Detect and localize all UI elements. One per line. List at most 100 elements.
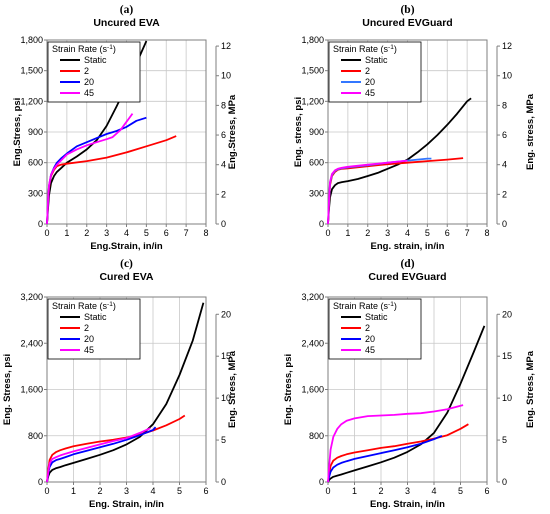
- y-tick-label: 1,600: [20, 385, 43, 395]
- x-tick-label: 3: [405, 486, 410, 496]
- legend-title-text: Strain Rate (s: [333, 44, 389, 54]
- legend-label: Static: [365, 55, 388, 65]
- y-tick-label: 800: [309, 431, 324, 441]
- legend-label: 20: [84, 334, 94, 344]
- y2-tick-label: 0: [502, 219, 507, 229]
- x-tick-label: 4: [150, 486, 155, 496]
- legend-label: 45: [84, 88, 94, 98]
- y-axis-label: Eng. Stress, psi: [283, 354, 294, 425]
- x-tick-label: 2: [365, 228, 370, 238]
- y2-axis-label: Eng.Stress, MPa: [227, 94, 238, 169]
- x-tick-label: 6: [484, 486, 489, 496]
- series-line-2: [327, 423, 469, 483]
- y-tick-label: 1,800: [20, 35, 43, 45]
- y2-tick-label: 0: [221, 477, 226, 487]
- x-tick-label: 1: [71, 486, 76, 496]
- legend-title-text: Strain Rate (s: [333, 301, 389, 311]
- legend-title-end: ): [113, 44, 116, 54]
- legend-title: Strain Rate (s-1): [52, 301, 116, 311]
- x-tick-label: 7: [184, 228, 189, 238]
- series-line-20: [327, 434, 443, 483]
- y-axis-label: Eng. Stress, psi: [2, 354, 13, 425]
- y2-tick-label: 10: [221, 393, 231, 403]
- y2-tick-label: 15: [221, 351, 231, 361]
- legend-title-sup: -1: [107, 301, 113, 308]
- series-line-20: [46, 426, 157, 483]
- x-tick-label: 4: [124, 228, 129, 238]
- legend-title-end: ): [394, 44, 397, 54]
- chart-title: Uncured EVGuard: [362, 17, 452, 29]
- y-tick-label: 900: [309, 127, 324, 137]
- legend-label: Static: [84, 55, 107, 65]
- y2-axis-label: Eng. Stress, MPa: [227, 350, 238, 428]
- series-line-45: [46, 427, 151, 483]
- legend-title-sup: -1: [107, 44, 113, 51]
- legend-label: 45: [84, 345, 94, 355]
- x-tick-label: 2: [378, 486, 383, 496]
- series-line-2: [46, 414, 186, 483]
- legend-title: Strain Rate (s-1): [52, 44, 116, 54]
- y-tick-label: 2,400: [301, 338, 324, 348]
- chart-title: Uncured EVA: [93, 17, 160, 29]
- y-tick-label: 300: [28, 188, 43, 198]
- x-tick-label: 0: [325, 486, 330, 496]
- x-tick-label: 6: [445, 228, 450, 238]
- y-tick-label: 3,200: [20, 292, 43, 302]
- x-tick-label: 6: [203, 486, 208, 496]
- x-tick-label: 1: [345, 228, 350, 238]
- legend-label: 2: [84, 66, 89, 76]
- x-tick-label: 1: [352, 486, 357, 496]
- legend-label: Static: [365, 312, 388, 322]
- x-tick-label: 8: [484, 228, 489, 238]
- y-tick-label: 0: [38, 477, 43, 487]
- x-tick-label: 0: [44, 228, 49, 238]
- x-tick-label: 5: [458, 486, 463, 496]
- y2-tick-label: 5: [221, 435, 226, 445]
- x-tick-label: 4: [431, 486, 436, 496]
- legend-title: Strain Rate (s-1): [333, 301, 397, 311]
- y2-tick-label: 10: [502, 71, 512, 81]
- legend-label: 2: [365, 66, 370, 76]
- y-tick-label: 0: [38, 219, 43, 229]
- x-tick-label: 1: [64, 228, 69, 238]
- x-tick-label: 3: [124, 486, 129, 496]
- y-tick-label: 0: [319, 477, 324, 487]
- chart-title: Cured EVA: [99, 271, 153, 283]
- y2-tick-label: 4: [502, 160, 507, 170]
- x-axis-label: Eng.Strain, in/in: [90, 241, 163, 252]
- y-tick-label: 1,800: [301, 35, 324, 45]
- y-axis-label: Eng.Stress, psi: [12, 98, 23, 167]
- y-tick-label: 1,200: [20, 96, 43, 106]
- x-axis-label: Eng. Strain, in/in: [370, 499, 445, 510]
- y-tick-label: 900: [28, 127, 43, 137]
- x-tick-label: 4: [405, 228, 410, 238]
- series-line-static: [46, 302, 205, 483]
- legend-title-sup: -1: [388, 44, 394, 51]
- y2-axis-label: Eng. stress, MPa: [525, 93, 536, 170]
- x-tick-label: 3: [104, 228, 109, 238]
- y-tick-label: 600: [309, 158, 324, 168]
- x-tick-label: 2: [84, 228, 89, 238]
- series-line-45: [46, 113, 134, 225]
- x-tick-label: 3: [385, 228, 390, 238]
- chart-title: Cured EVGuard: [368, 271, 446, 283]
- legend-label: 2: [84, 323, 89, 333]
- x-tick-label: 7: [465, 228, 470, 238]
- legend-title: Strain Rate (s-1): [333, 44, 397, 54]
- y-tick-label: 1,600: [301, 385, 324, 395]
- legend-title-text: Strain Rate (s: [52, 44, 108, 54]
- y2-tick-label: 6: [502, 130, 507, 140]
- series-line-20: [46, 116, 147, 225]
- y-tick-label: 600: [28, 158, 43, 168]
- y2-tick-label: 6: [221, 130, 226, 140]
- x-tick-label: 0: [325, 228, 330, 238]
- series-line-45: [327, 159, 408, 225]
- legend-title-end: ): [113, 301, 116, 311]
- y2-axis-label: Eng. Stress, MPa: [525, 350, 536, 428]
- y2-tick-label: 8: [221, 100, 226, 110]
